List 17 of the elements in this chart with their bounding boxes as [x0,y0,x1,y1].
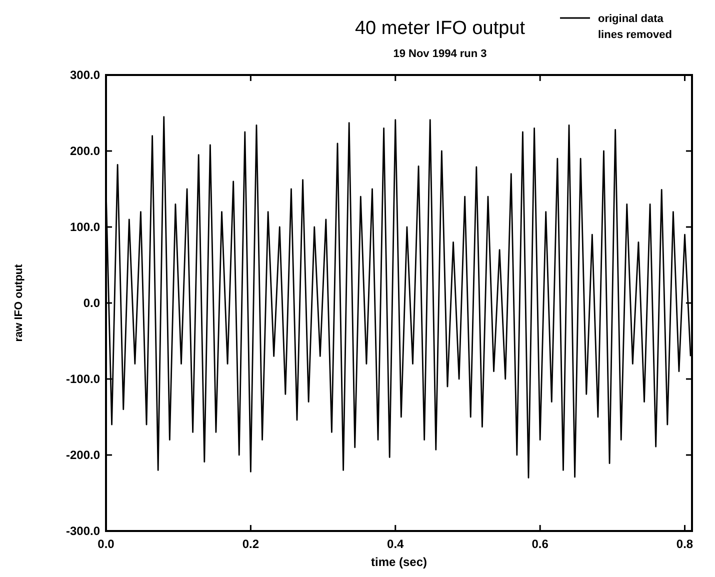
x-tick-label: 0.8 [676,537,694,551]
y-tick-label: -200.0 [66,448,100,462]
y-tick-label: 200.0 [70,144,100,158]
y-tick-label: 300.0 [70,68,100,82]
x-tick-label: 0.6 [532,537,549,551]
y-tick-label: -100.0 [66,372,100,386]
x-tick-label: 0.0 [98,537,115,551]
y-axis-title: raw IFO output [13,264,25,342]
x-tick-label: 0.4 [387,537,404,551]
legend-label: original data lines removed [598,13,672,41]
y-tick-label: -300.0 [66,524,100,538]
chart-title: 40 meter IFO output [354,18,526,39]
chart-subtitle: 19 Nov 1994 run 3 [393,48,487,60]
x-tick-label: 0.2 [242,537,260,551]
y-tick-label: 0.0 [83,296,100,310]
x-axis-title: time (sec) [370,555,428,569]
y-tick-label: 100.0 [70,220,100,234]
